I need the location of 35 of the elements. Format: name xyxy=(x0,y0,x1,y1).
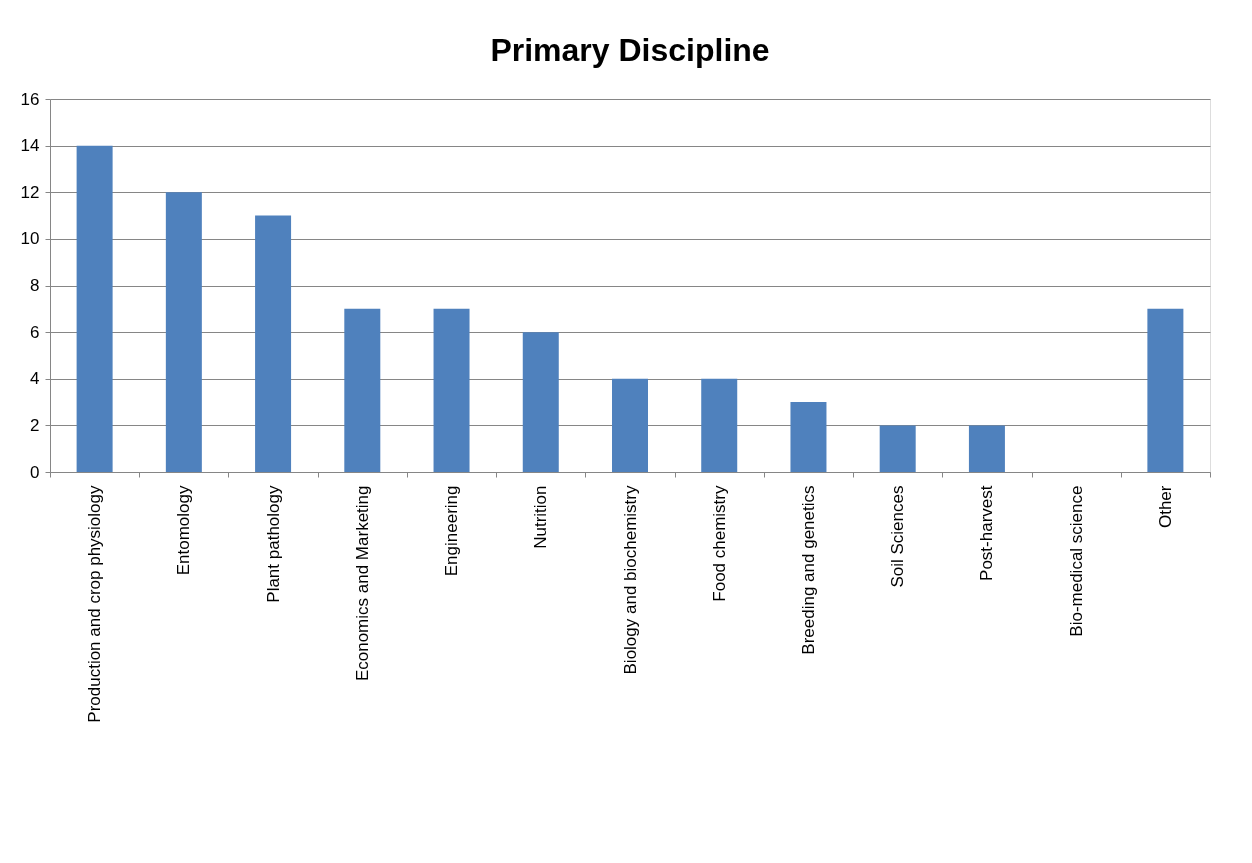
y-tick-label: 4 xyxy=(30,369,40,389)
x-tick-label: Post-harvest xyxy=(977,485,997,581)
bar xyxy=(879,425,916,472)
x-tick-label: Food chemistry xyxy=(709,485,729,602)
x-tick-label: Engineering xyxy=(442,485,462,577)
bar xyxy=(433,308,470,472)
x-tick-label: Entomology xyxy=(174,485,194,576)
y-tick-label: 6 xyxy=(30,322,40,342)
bar xyxy=(522,332,559,472)
x-tick-label: Other xyxy=(1155,485,1175,529)
x-tick-label: Plant pathology xyxy=(263,485,283,603)
x-tick-label: Soil Sciences xyxy=(888,485,908,588)
bar xyxy=(1147,308,1184,472)
bar xyxy=(165,192,202,472)
x-tick-label: Breeding and genetics xyxy=(798,485,818,655)
y-tick-label: 2 xyxy=(30,415,40,435)
bar xyxy=(790,402,827,472)
y-tick-label: 8 xyxy=(30,276,40,295)
bar xyxy=(344,308,381,472)
x-tick-label: Biology and biochemistry xyxy=(620,485,640,675)
chart-title: Primary Discipline xyxy=(490,32,770,68)
bar xyxy=(255,215,292,472)
y-tick-label: 14 xyxy=(20,136,40,156)
y-tick-label: 10 xyxy=(20,229,40,249)
bar xyxy=(612,378,648,472)
y-tick-label: 0 xyxy=(30,462,40,482)
x-tick-label: Nutrition xyxy=(531,485,551,549)
bar xyxy=(76,145,113,472)
y-tick-label: 12 xyxy=(20,182,40,202)
x-tick-label: Economics and Marketing xyxy=(352,485,372,682)
x-tick-label: Bio-medical science xyxy=(1066,485,1086,637)
x-tick-label: Production and crop physiology xyxy=(85,485,105,723)
y-tick-label: 16 xyxy=(20,89,40,109)
bar xyxy=(701,378,738,472)
bar xyxy=(968,425,1005,472)
